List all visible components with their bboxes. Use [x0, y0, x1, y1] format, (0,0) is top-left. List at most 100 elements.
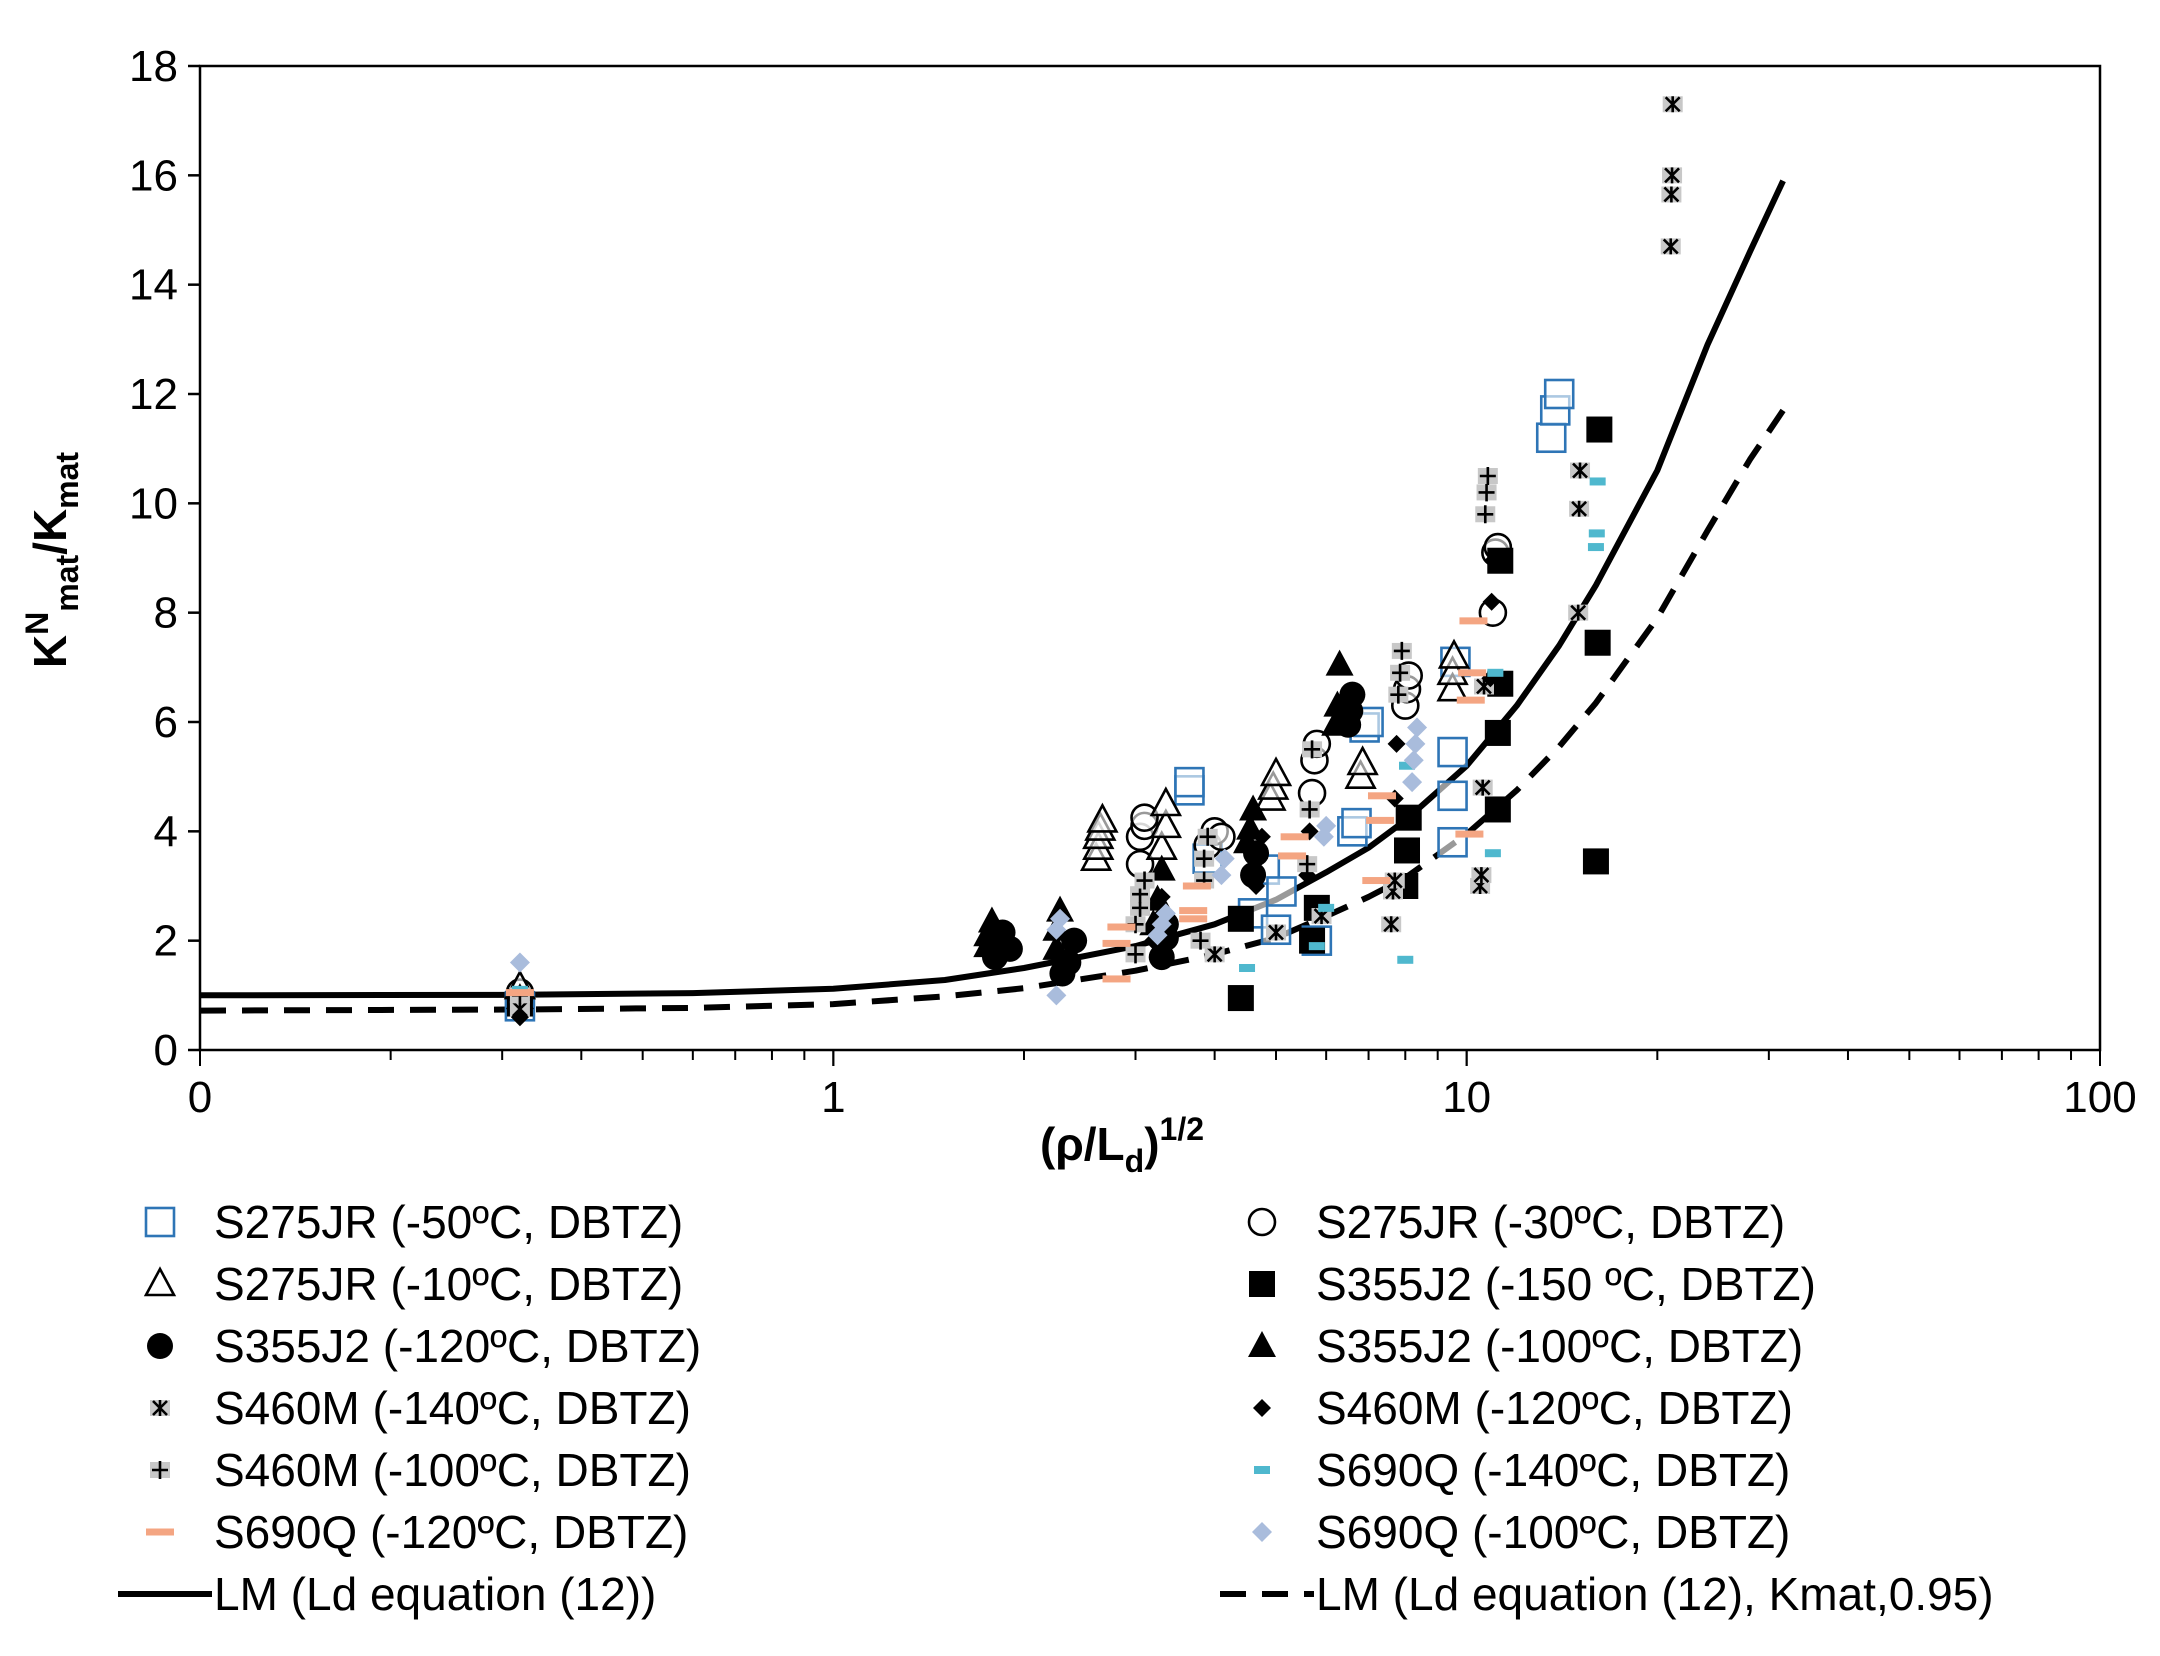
y-tick-label: 8: [154, 589, 178, 638]
y-tick-label: 16: [129, 151, 178, 200]
data-point: [1125, 945, 1146, 964]
data-point: [1437, 780, 1468, 812]
data-point: [1179, 915, 1208, 923]
data-point: [1152, 887, 1171, 906]
data-point: [1387, 734, 1406, 753]
data-point: [1086, 802, 1119, 833]
data-point: [1458, 669, 1487, 677]
data-point: [1367, 792, 1396, 800]
legend-label: S690Q (-120ºC, DBTZ): [214, 1506, 688, 1558]
data-point: [1588, 529, 1605, 538]
data-point: [1381, 916, 1402, 933]
legend-swatch: [143, 1266, 177, 1297]
data-point: [1405, 733, 1426, 754]
data-point: [1174, 766, 1205, 798]
data-point: [1190, 931, 1211, 950]
data-point: [1397, 955, 1414, 964]
data-point: [1252, 827, 1271, 846]
legend: S275JR (-50ºC, DBTZ) S275JR (-30ºC, DBTZ)…: [118, 1196, 1994, 1620]
data-point: [1394, 837, 1421, 864]
legend-swatch: [150, 1461, 170, 1479]
legend-swatch: [150, 1400, 170, 1416]
data-point: [1455, 830, 1484, 838]
legend-label: S355J2 (-150 ºC, DBTZ): [1316, 1258, 1816, 1310]
data-point: [1134, 871, 1155, 890]
data-point: [1050, 908, 1071, 929]
x-tick-label: 1: [821, 1073, 845, 1122]
data-point: [1308, 942, 1325, 951]
data-point: [1662, 167, 1683, 184]
x-tick-label: 0: [188, 1073, 212, 1122]
data-point: [1227, 985, 1254, 1012]
legend-swatch: [1252, 1522, 1272, 1542]
data-point: [1459, 617, 1488, 625]
data-point: [1362, 877, 1391, 885]
data-point: [1046, 985, 1067, 1006]
data-point: [1346, 745, 1379, 776]
data-point: [1487, 668, 1504, 677]
data-point: [1297, 855, 1318, 874]
legend-label: LM (Ld equation (12)): [214, 1568, 656, 1620]
data-point: [1316, 815, 1337, 836]
data-point: [1249, 849, 1268, 868]
data-point: [1475, 505, 1496, 524]
data-point: [973, 920, 1002, 947]
data-point: [1535, 422, 1567, 454]
legend-swatch: [1253, 1399, 1271, 1417]
data-point: [1395, 804, 1422, 831]
data-point: [1484, 796, 1511, 823]
data-point: [1483, 551, 1502, 570]
legend-label: S355J2 (-100ºC, DBTZ): [1316, 1320, 1803, 1372]
y-tick-label: 0: [154, 1026, 178, 1075]
data-point: [1662, 96, 1683, 113]
data-point: [1584, 629, 1611, 656]
data-point: [1233, 827, 1262, 854]
legend-label: S690Q (-140ºC, DBTZ): [1316, 1444, 1790, 1496]
data-point: [1102, 939, 1131, 947]
data-point: [1147, 854, 1176, 881]
x-axis-title: (ρ/Ld)1/2: [1040, 1111, 1204, 1179]
data-point: [1211, 865, 1232, 886]
data-point: [1278, 852, 1307, 860]
data-point: [1204, 946, 1225, 963]
data-point: [1266, 924, 1287, 941]
data-point: [1149, 808, 1183, 839]
legend-swatch: [147, 1333, 173, 1359]
data-point: [1280, 833, 1309, 841]
data-point: [1366, 816, 1395, 824]
data-point: [1484, 719, 1511, 746]
data-point: [1155, 903, 1176, 924]
y-tick-label: 14: [129, 261, 178, 310]
data-point: [1182, 882, 1211, 890]
legend-label: S690Q (-100ºC, DBTZ): [1316, 1506, 1790, 1558]
data-point: [1107, 923, 1136, 931]
data-point: [1194, 849, 1215, 868]
data-point: [1214, 848, 1235, 869]
legend-swatch: [1249, 1271, 1275, 1297]
data-point: [1197, 827, 1218, 846]
data-point: [1239, 794, 1268, 821]
data-point: [1589, 477, 1606, 486]
y-axis: 0 2 4 6 8 10 12 14 16 18: [129, 42, 200, 1075]
data-point: [1149, 786, 1183, 817]
data-point: [1247, 877, 1266, 895]
fit-curves: [200, 179, 1786, 1014]
data-point: [1476, 483, 1497, 502]
data-point: [510, 1008, 529, 1027]
data-point: [1587, 543, 1604, 552]
data-point: [1482, 592, 1501, 611]
legend-swatch: [1254, 1466, 1270, 1474]
data-point: [1660, 238, 1681, 255]
data-point: [1318, 903, 1335, 912]
data-point: [1570, 462, 1591, 479]
legend-swatch: [146, 1528, 174, 1536]
data-point: [1543, 378, 1575, 410]
data-point: [1437, 638, 1471, 669]
data-point: [1323, 690, 1352, 717]
legend-label: S275JR (-10ºC, DBTZ): [214, 1258, 683, 1310]
data-point: [1391, 641, 1412, 660]
data-point: [1384, 872, 1405, 889]
data-point: [1390, 663, 1411, 682]
data-point: [1130, 803, 1159, 832]
